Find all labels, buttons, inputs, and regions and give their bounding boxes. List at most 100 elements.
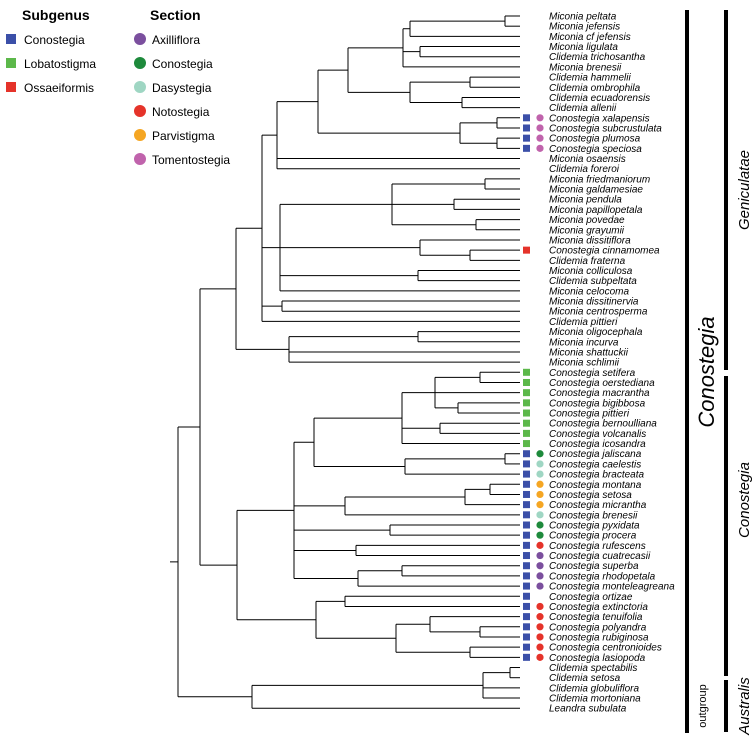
australis-label: Australis [736, 677, 753, 736]
subgenus-marker [523, 124, 530, 132]
subgenus-marker [523, 643, 530, 651]
outgroup-annotation: outgroup [697, 684, 709, 727]
section-marker [536, 511, 544, 519]
conostegia-section-label: Conostegia [736, 462, 753, 538]
legend: Subgenus Section Conostegia Lobatostigma O… [6, 7, 230, 167]
subgenus-marker [523, 429, 530, 437]
taxon-label: Conostegia rufescens [549, 541, 646, 552]
section-marker [536, 643, 544, 651]
subgenus-marker [523, 114, 530, 122]
taxon-label: Conostegia ortizae [549, 592, 633, 603]
section-swatch [134, 57, 146, 69]
subgenus-marker [523, 531, 530, 539]
subgenus-marker [523, 623, 530, 631]
subgenus-legend-title: Subgenus [22, 7, 90, 23]
taxon-label: Miconia cf jefensis [549, 32, 631, 43]
section-marker [536, 124, 544, 132]
taxon-label: Clidemia spectabilis [549, 663, 637, 674]
section-marker [536, 501, 544, 509]
subgenus-marker [523, 144, 530, 152]
taxon-label: Miconia friedmaniorum [549, 174, 650, 185]
taxon-label: Conostegia setosa [549, 490, 632, 501]
taxon-label: Miconia dissitinervia [549, 297, 639, 308]
taxon-label: Miconia brenesii [549, 62, 622, 73]
conostegia-clade-label: Conostegia [694, 316, 719, 427]
taxon-label: Clidemia allenii [549, 103, 617, 114]
taxon-label: Miconia jefensis [549, 22, 620, 33]
taxon-label: Conostegia jaliscana [549, 449, 642, 460]
subgenus-marker [523, 653, 530, 661]
section-marker [536, 521, 544, 529]
subgenus-marker [523, 521, 530, 529]
taxon-label: Conostegia cinnamomea [549, 246, 660, 257]
taxon-label: Clidemia ombrophila [549, 83, 641, 94]
taxon-label: Conostegia plumosa [549, 134, 641, 145]
taxon-label: Conostegia pyxidata [549, 521, 640, 532]
section-marker [536, 572, 544, 580]
section-legend-label: Axilliflora [152, 33, 200, 47]
taxon-label: Clidemia pittieri [549, 317, 618, 328]
taxon-label: Clidemia trichosantha [549, 52, 646, 63]
taxon-label: Miconia celocoma [549, 286, 629, 297]
taxon-label: Conostegia volcanalis [549, 429, 646, 440]
taxon-label: Conostegia bigibbosa [549, 398, 646, 409]
taxon-label: Conostegia superba [549, 561, 639, 572]
section-marker [536, 602, 544, 611]
taxon-label: Clidemia setosa [549, 673, 621, 684]
section-marker [536, 613, 544, 621]
subgenus-marker [523, 480, 530, 488]
taxon-label: Conostegia subcrustulata [549, 123, 662, 134]
taxon-label: Clidemia ecuadorensis [549, 93, 650, 104]
taxon-label: Miconia ligulata [549, 42, 618, 53]
subgenus-marker [523, 378, 530, 386]
taxon-label: Clidemia fraterna [549, 256, 626, 267]
section-marker [536, 460, 544, 468]
subgenus-marker [523, 389, 530, 397]
subgenus-legend-label: Ossaeiformis [24, 81, 94, 95]
subgenus-marker [523, 501, 530, 509]
taxon-label: Conostegia brenesii [549, 510, 638, 521]
taxon-label: Miconia povedae [549, 215, 625, 226]
subgenus-marker [523, 246, 530, 254]
taxon-label: Miconia centrosperma [549, 307, 648, 318]
section-marker [536, 653, 544, 661]
taxon-label: Conostegia xalapensis [549, 113, 650, 124]
section-marker [536, 480, 544, 488]
taxon-label: Conostegia icosandra [549, 439, 646, 450]
section-swatch [134, 105, 146, 117]
taxon-label: Miconia incurva [549, 337, 619, 348]
subgenus-marker [523, 562, 530, 570]
taxon-label: Conostegia micrantha [549, 500, 647, 511]
tree-branches [170, 15, 520, 709]
taxon-label: Conostegia monteleagreana [549, 582, 675, 593]
section-marker [536, 134, 544, 142]
taxon-label: Conostegia bernoulliana [549, 419, 657, 430]
taxon-label: Conostegia bracteata [549, 470, 645, 481]
taxon-label: Conostegia rhodopetala [549, 571, 656, 582]
subgenus-marker [523, 552, 530, 560]
section-marker [536, 633, 544, 641]
section-legend: Axilliflora Conostegia Dasystegia Notostegi… [134, 33, 230, 167]
taxon-label: Clidemia hammelii [549, 73, 631, 84]
taxon-label: Miconia galdamesiae [549, 185, 643, 196]
taxon-label: Miconia colliculosa [549, 266, 633, 277]
subgenus-marker [523, 490, 530, 498]
clade-annotations: Conostegia Geniculatae Conostegia Austra… [685, 10, 753, 736]
taxon-label: Conostegia lasiopoda [549, 653, 646, 664]
section-legend-title: Section [150, 7, 201, 23]
taxon-label: Clidemia foreroi [549, 164, 620, 175]
outgroup-label: outgroup [697, 684, 709, 727]
taxon-label: Miconia shattuckii [549, 347, 629, 358]
taxon-label: Conostegia speciosa [549, 144, 642, 155]
subgenus-marker [523, 572, 530, 580]
taxon-label: Miconia osaensis [549, 154, 626, 165]
taxon-label: Miconia peltata [549, 12, 617, 23]
taxon-label: Conostegia extinctoria [549, 602, 648, 613]
subgenus-marker [523, 470, 530, 478]
subgenus-swatch [6, 34, 16, 44]
taxon-label: Clidemia subpeltata [549, 276, 637, 287]
taxon-label: Conostegia oerstediana [549, 378, 655, 389]
subgenus-marker [523, 602, 530, 610]
subgenus-marker [523, 633, 530, 641]
